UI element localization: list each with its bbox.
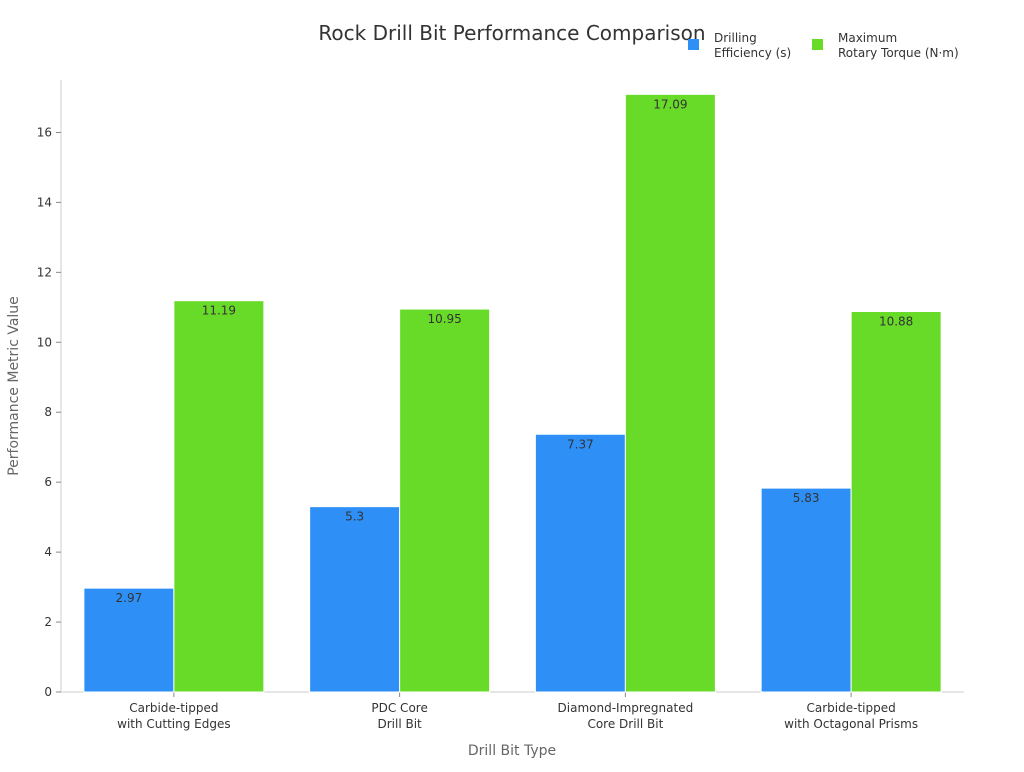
bar-value-label: 11.19 — [202, 304, 236, 318]
legend-label: Rotary Torque (N·m) — [838, 46, 959, 60]
x-axis-label: Drill Bit Type — [468, 743, 556, 759]
bar — [399, 308, 491, 693]
y-tick-label: 4 — [44, 545, 52, 559]
y-tick-label: 2 — [44, 615, 52, 629]
legend-label: Efficiency (s) — [714, 46, 791, 60]
legend-label: Drilling — [714, 31, 757, 45]
bar-value-label: 5.83 — [793, 491, 820, 505]
bar-value-label: 5.3 — [345, 510, 364, 524]
y-axis-label: Performance Metric Value — [6, 296, 22, 476]
y-tick-label: 8 — [44, 405, 52, 419]
y-tick-label: 0 — [44, 685, 52, 699]
bar-value-label: 10.88 — [879, 315, 913, 329]
y-tick-label: 12 — [37, 265, 52, 279]
y-tick-label: 16 — [37, 125, 52, 139]
x-tick-label: Drill Bit — [377, 717, 422, 731]
y-tick-label: 10 — [37, 335, 52, 349]
bar — [173, 300, 265, 693]
y-tick-label: 14 — [37, 195, 52, 209]
x-tick-label: with Cutting Edges — [117, 717, 231, 731]
bar — [534, 433, 626, 693]
bar — [624, 93, 716, 693]
x-tick-label: with Octagonal Prisms — [784, 717, 918, 731]
x-tick-label: Carbide-tipped — [129, 701, 218, 715]
bar-value-label: 7.37 — [567, 437, 594, 451]
bar — [83, 587, 175, 693]
bar — [850, 311, 942, 693]
legend-swatch — [812, 39, 823, 50]
bar — [760, 487, 852, 693]
legend-swatch — [688, 39, 699, 50]
chart-title: Rock Drill Bit Performance Comparison — [318, 21, 705, 45]
x-tick-label: Carbide-tipped — [807, 701, 896, 715]
bar — [309, 506, 401, 693]
x-tick-label: Diamond-Impregnated — [558, 701, 694, 715]
y-tick-label: 6 — [44, 475, 52, 489]
x-tick-label: Core Drill Bit — [587, 717, 663, 731]
legend-label: Maximum — [838, 31, 897, 45]
bar-value-label: 17.09 — [653, 97, 687, 111]
bar-labels: 2.97 11.19 5.3 10.95 7.37 17.09 5.83 10.88 — [116, 97, 914, 605]
bar-value-label: 10.95 — [427, 312, 461, 326]
axes: 0 2 4 6 8 10 12 14 16 Carbide-tipped with Cutting … — [37, 80, 964, 731]
bars — [83, 93, 942, 693]
bar-value-label: 2.97 — [116, 591, 143, 605]
x-tick-label: PDC Core — [371, 701, 427, 715]
